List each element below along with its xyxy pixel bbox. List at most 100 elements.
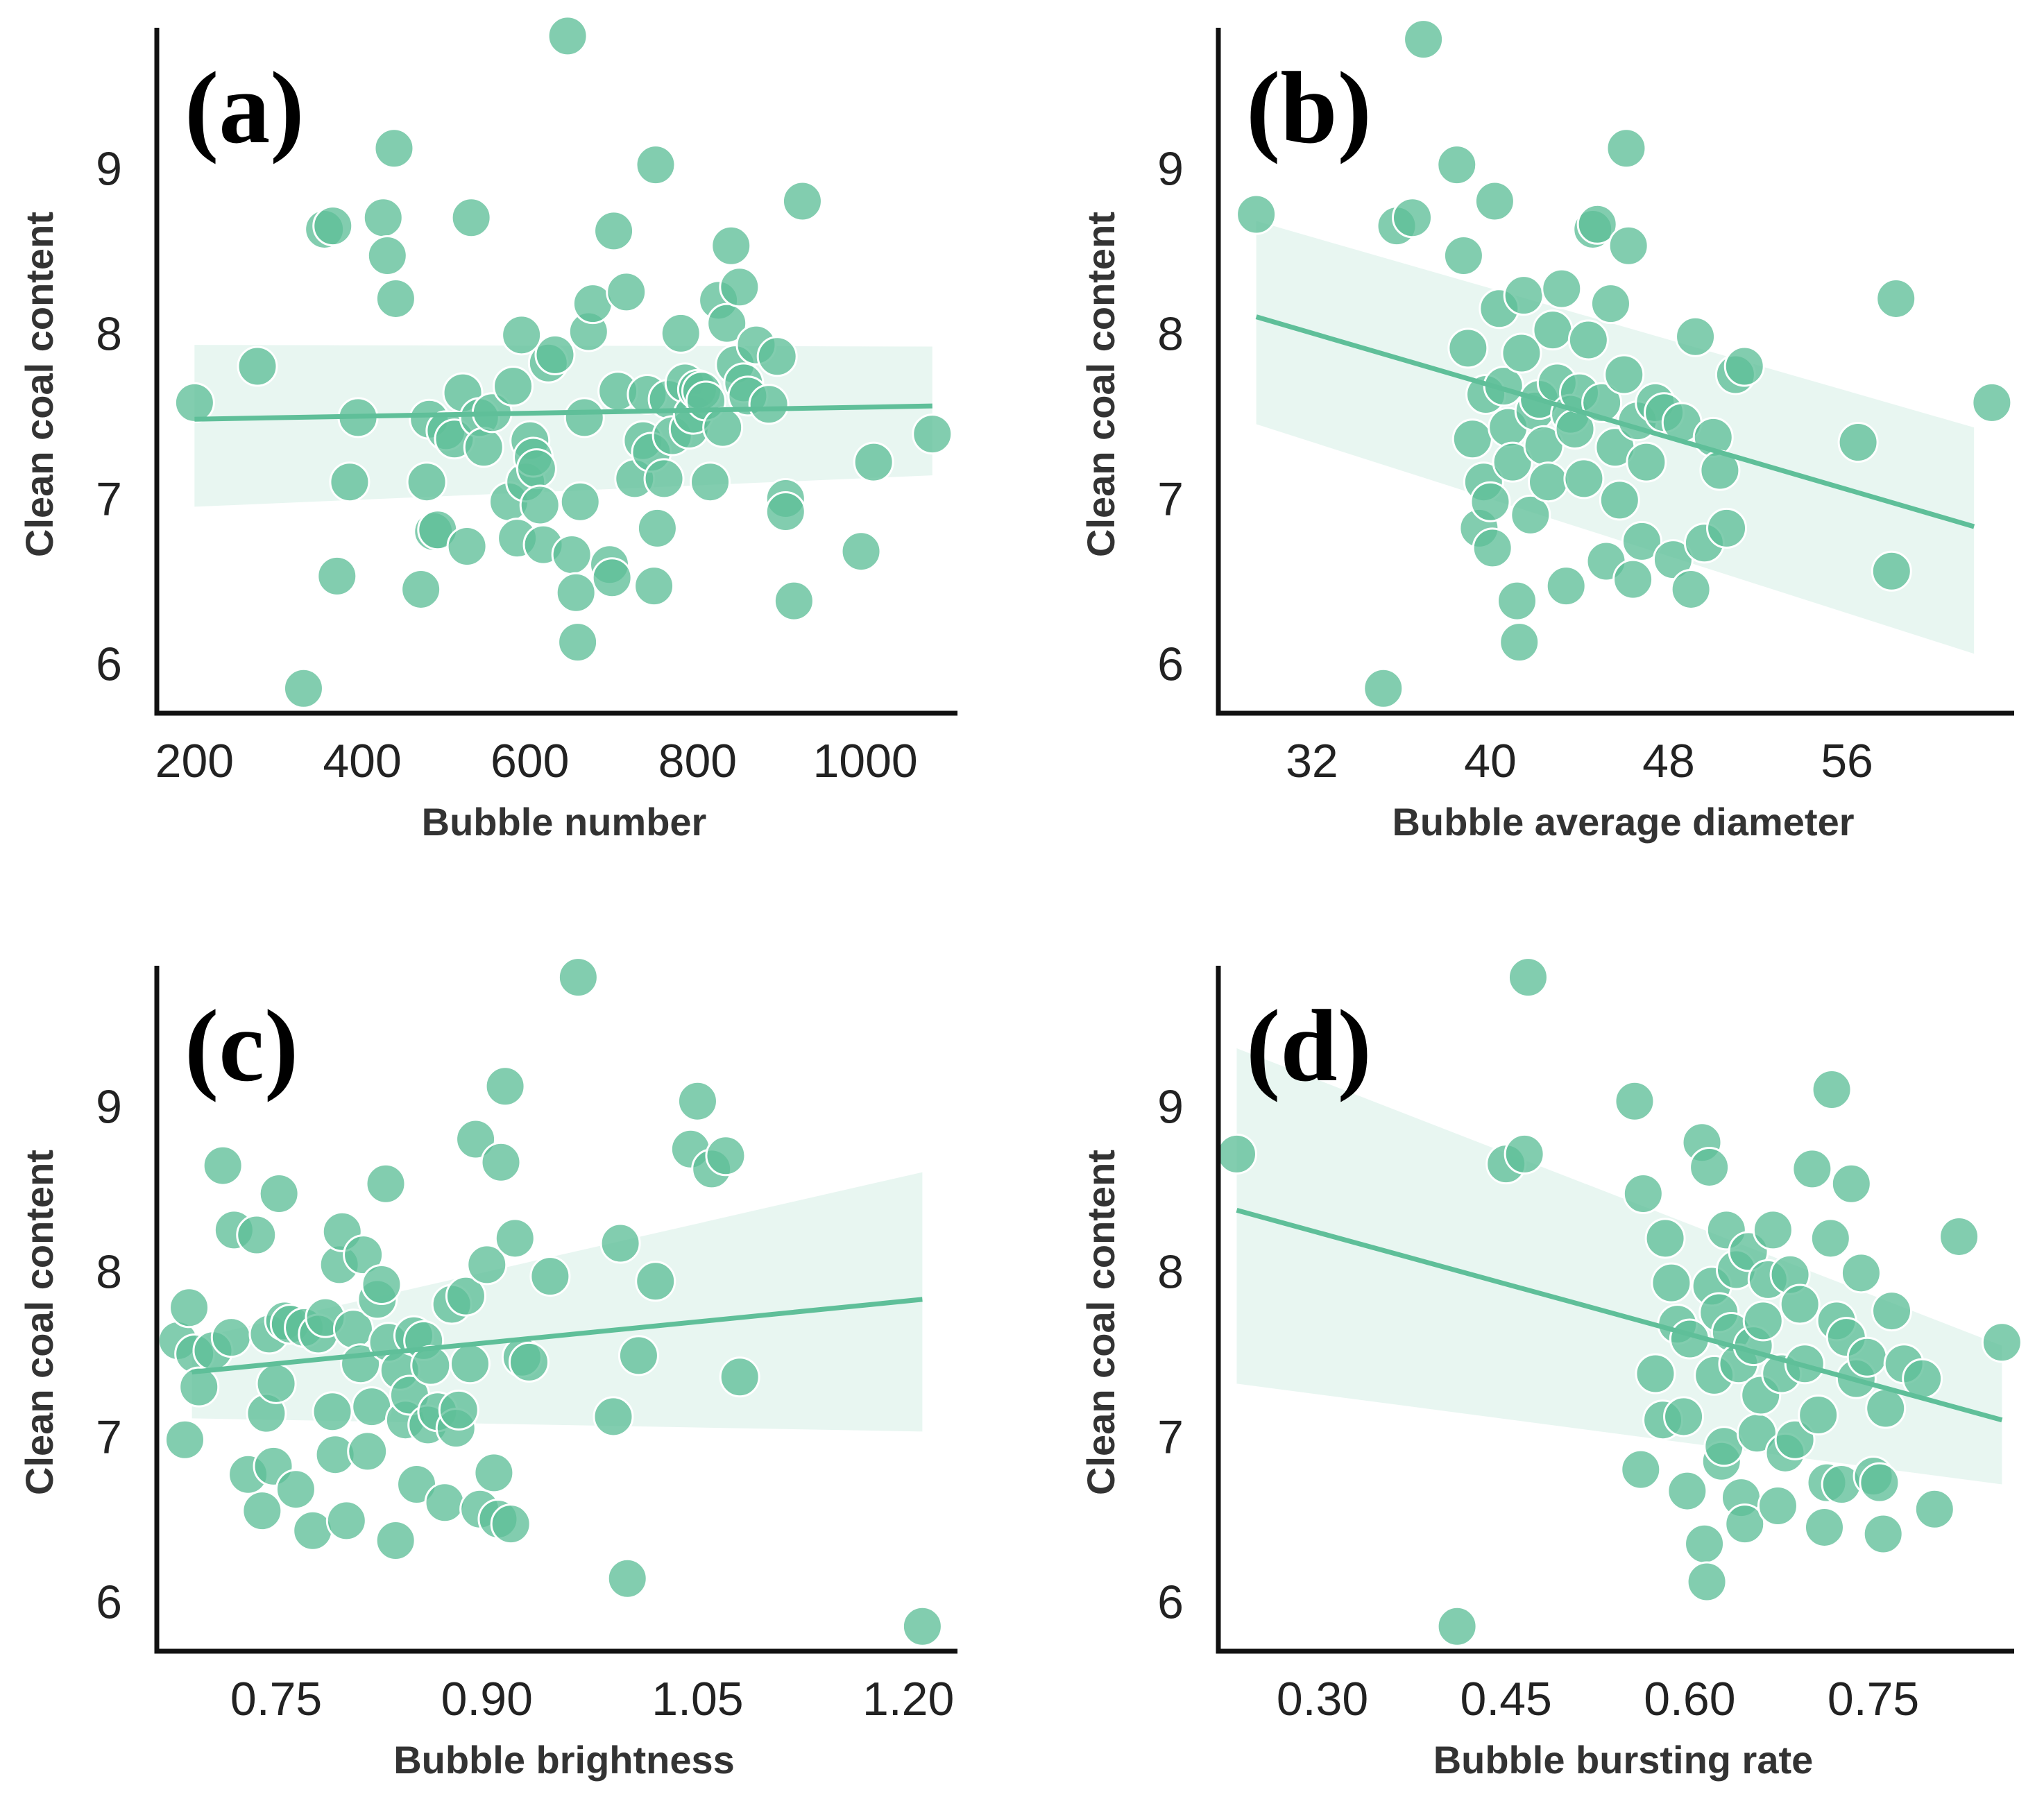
data-point — [1871, 550, 1912, 592]
data-point — [773, 580, 815, 622]
data-point — [282, 667, 324, 709]
data-point — [1706, 507, 1748, 549]
data-point — [559, 481, 601, 522]
data-point — [1567, 319, 1609, 361]
x-axis-label: Bubble brightness — [393, 1738, 735, 1782]
data-point — [1644, 1218, 1686, 1259]
x-axis-label: Bubble average diameter — [1392, 800, 1854, 844]
x-tick-label: 32 — [1286, 735, 1338, 787]
data-point — [557, 957, 599, 998]
data-point — [1723, 346, 1765, 387]
data-point — [501, 314, 543, 356]
data-point — [1620, 1449, 1662, 1490]
data-point — [1742, 1300, 1784, 1342]
x-tick-label: 0.75 — [230, 1673, 322, 1725]
data-point — [1563, 458, 1605, 500]
data-point — [1859, 1462, 1900, 1503]
y-tick-label: 9 — [1157, 142, 1184, 195]
data-point — [1875, 278, 1917, 319]
data-point — [1541, 268, 1583, 309]
data-point — [1504, 1133, 1545, 1175]
data-point — [1689, 1146, 1730, 1188]
regression-line — [1255, 314, 1975, 529]
data-point — [1436, 144, 1478, 186]
data-point — [480, 1141, 522, 1183]
y-axis-label: Clean coal content — [17, 1150, 61, 1495]
data-point — [1614, 1080, 1655, 1122]
data-point — [593, 210, 635, 252]
data-point — [1392, 197, 1433, 239]
data-point — [690, 461, 731, 503]
data-point — [563, 397, 605, 438]
data-point — [361, 1263, 402, 1305]
x-tick-label: 1.20 — [862, 1673, 954, 1725]
data-point — [702, 407, 744, 448]
data-point — [1791, 1148, 1833, 1190]
data-point — [529, 1256, 571, 1297]
data-point — [169, 1287, 210, 1329]
data-point — [1971, 382, 2013, 423]
data-point — [373, 128, 415, 169]
data-point — [1507, 957, 1549, 998]
data-point — [1472, 527, 1513, 569]
data-point — [210, 1317, 252, 1358]
data-point — [633, 565, 675, 607]
data-point — [1403, 19, 1445, 60]
y-tick-label: 7 — [1157, 473, 1184, 526]
y-tick-label: 7 — [1157, 1411, 1184, 1464]
data-point — [173, 382, 215, 423]
data-point — [606, 1558, 648, 1599]
data-point — [509, 1341, 550, 1383]
data-point — [445, 1275, 486, 1317]
data-point — [484, 1066, 526, 1107]
data-point — [325, 1500, 367, 1542]
panel-a: 200 400 600 800 1000 6 7 8 9 Bubble number Clean c… — [17, 15, 957, 844]
data-point — [202, 1145, 244, 1186]
data-point — [1528, 461, 1569, 503]
data-point — [375, 1519, 416, 1561]
regression-line — [1236, 1207, 2003, 1423]
panel-d: 0.30 0.45 0.60 0.75 6 7 8 9 Bubble bursting rate… — [1079, 957, 2022, 1782]
data-point — [375, 278, 416, 319]
regression-line — [191, 1297, 923, 1375]
data-point — [1846, 1336, 1888, 1378]
data-point — [236, 1214, 278, 1256]
data-point — [255, 1363, 297, 1404]
data-point — [1670, 568, 1712, 610]
data-point — [1757, 1485, 1798, 1526]
data-point — [1442, 235, 1484, 277]
data-point — [365, 1163, 407, 1204]
data-point — [1684, 1523, 1726, 1564]
data-point — [1939, 1216, 1980, 1257]
data-point — [1216, 1133, 1257, 1175]
data-point — [1651, 1262, 1692, 1304]
data-point — [1470, 481, 1511, 522]
data-point — [312, 1391, 353, 1433]
data-point — [643, 458, 685, 500]
data-point — [449, 1343, 491, 1385]
data-point — [519, 484, 561, 526]
data-point — [455, 1118, 497, 1160]
data-point — [438, 1389, 479, 1431]
y-tick-label: 9 — [96, 142, 122, 195]
x-tick-label: 0.90 — [441, 1673, 533, 1725]
x-tick-label: 600 — [491, 735, 569, 787]
y-axis-label: Clean coal content — [17, 212, 61, 557]
data-point — [164, 1419, 205, 1460]
data-point — [765, 491, 806, 533]
data-point — [466, 1244, 508, 1286]
y-tick-label: 9 — [96, 1080, 122, 1133]
data-point — [1621, 520, 1662, 562]
x-tick-label: 48 — [1642, 735, 1695, 787]
data-point — [606, 271, 647, 313]
data-point — [901, 1605, 943, 1647]
data-point — [1809, 1218, 1851, 1259]
data-point — [676, 1080, 718, 1122]
data-point — [547, 15, 588, 57]
x-tick-label: 56 — [1821, 735, 1873, 787]
data-point — [1501, 332, 1542, 374]
data-point — [534, 334, 576, 375]
data-point — [493, 366, 534, 407]
data-point — [1447, 327, 1489, 369]
data-point — [1811, 1069, 1853, 1111]
